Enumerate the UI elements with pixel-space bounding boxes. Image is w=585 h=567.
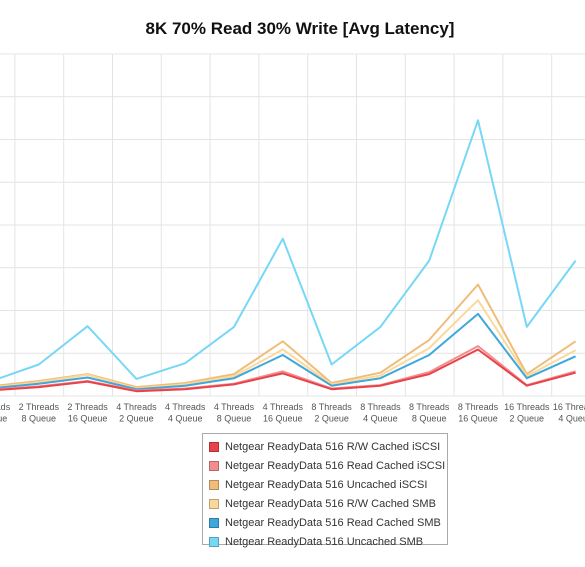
x-tick-label: 8 Queue (217, 414, 252, 424)
x-tick-label: 2 Threads (0, 402, 11, 412)
legend-swatch (209, 536, 219, 547)
series-lines (0, 119, 577, 393)
legend-swatch (209, 517, 219, 528)
legend-item: Netgear ReadyData 516 R/W Cached iSCSI (203, 437, 447, 456)
x-tick-label: 4 Queue (168, 414, 203, 424)
x-tick-label: 2 Queue (119, 414, 154, 424)
legend-swatch (209, 460, 219, 471)
x-tick-label: 2 Queue (314, 414, 349, 424)
legend-item: Netgear ReadyData 516 Read Cached iSCSI (203, 456, 447, 475)
x-tick-label: 4 Queue (558, 414, 585, 424)
legend-swatch (209, 479, 219, 490)
legend-item: Netgear ReadyData 516 Read Cached SMB (203, 513, 447, 532)
grid (0, 53, 585, 397)
line-chart: 2 Threads 4 Queue 2 Threads 8 Queue 2 Thread… (0, 53, 585, 424)
x-tick-label: 16 Threads (553, 402, 585, 412)
legend-label: Netgear ReadyData 516 Uncached SMB (225, 535, 424, 548)
x-tick-label: 16 Threads (504, 402, 550, 412)
x-tick-label: 8 Queue (412, 414, 447, 424)
legend-item: Netgear ReadyData 516 Uncached iSCSI (203, 475, 447, 494)
series-line-5 (0, 312, 577, 391)
series-line-1 (0, 348, 576, 393)
x-tick-label: 8 Threads (311, 402, 352, 412)
chart-title: 8K 70% Read 30% Write [Avg Latency] (145, 19, 455, 38)
legend-label: Netgear ReadyData 516 R/W Cached SMB (225, 497, 436, 510)
x-tick-label: 8 Threads (360, 402, 401, 412)
x-tick-label: 8 Queue (22, 414, 57, 424)
x-tick-label: 2 Threads (19, 402, 60, 412)
legend-label: Netgear ReadyData 516 Uncached iSCSI (225, 478, 428, 491)
series-line-6 (0, 119, 577, 380)
x-tick-label: 16 Queue (68, 414, 108, 424)
x-tick-label: 4 Threads (165, 402, 206, 412)
x-tick-label: 16 Queue (263, 414, 303, 424)
x-tick-label: 8 Threads (409, 402, 450, 412)
x-tick-label: 4 Threads (116, 402, 157, 412)
x-tick-label: 4 Queue (363, 414, 398, 424)
legend-swatch (209, 498, 219, 509)
x-tick-label: 4 Threads (263, 402, 304, 412)
legend-label: Netgear ReadyData 516 R/W Cached iSCSI (225, 440, 441, 453)
legend: Netgear ReadyData 516 R/W Cached iSCSI Ne… (202, 433, 448, 548)
x-tick-label: 8 Threads (458, 402, 499, 412)
x-tick-label: 16 Queue (458, 414, 498, 424)
legend-swatch (209, 441, 219, 452)
x-tick-label: 2 Queue (510, 414, 545, 424)
x-tick-label: 4 Queue (0, 414, 7, 424)
legend-label: Netgear ReadyData 516 Read Cached SMB (225, 516, 441, 529)
legend-item: Netgear ReadyData 516 Uncached SMB (203, 532, 447, 551)
legend-item: Netgear ReadyData 516 R/W Cached SMB (203, 494, 447, 513)
x-axis-labels: 2 Threads 4 Queue 2 Threads 8 Queue 2 Thread… (0, 402, 585, 424)
legend-label: Netgear ReadyData 516 Read Cached iSCSI (225, 459, 446, 472)
x-tick-label: 2 Threads (67, 402, 108, 412)
x-tick-label: 4 Threads (214, 402, 255, 412)
series-line-4 (0, 299, 577, 390)
series-line-3 (0, 283, 577, 389)
